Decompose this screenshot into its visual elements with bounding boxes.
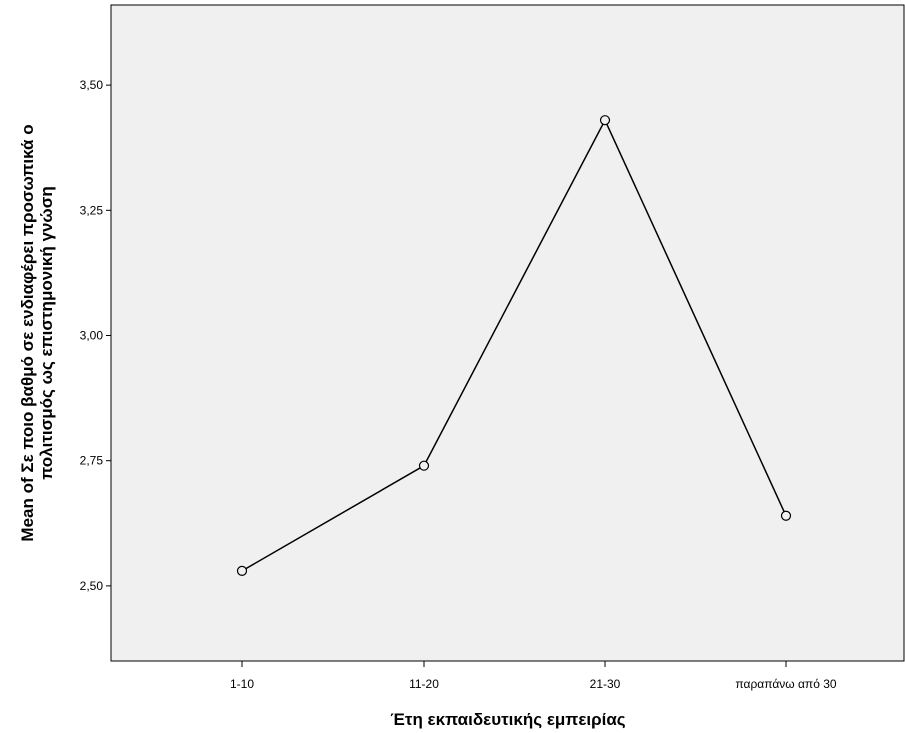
y-tick-label: 3,00 [80,329,104,343]
data-point [780,510,792,521]
series-line [241,118,787,572]
y-axis-title-line-2: πολιτισμός ως επιστημονική γνώση [37,186,56,480]
plot-area [110,4,905,662]
y-tick-label: 2,50 [80,579,104,593]
x-tick-label: 21-30 [590,677,621,691]
x-tick-label: παραπάνω από 30 [735,677,836,691]
y-tick-label: 2,75 [80,454,104,468]
data-points [236,115,792,576]
x-tick-label: 1-10 [230,677,254,691]
x-axis-title: Έτη εκπαιδευτικής εμπειρίας [390,710,625,729]
data-point [599,115,611,126]
y-tick-label: 3,25 [80,203,104,217]
y-tick-label: 3,50 [80,78,104,92]
y-axis-title: Mean of Σε ποιο βαθμό σε ενδιαφέρει προσ… [18,124,56,541]
x-tick-label: 11-20 [409,677,439,691]
y-axis-ticks: 2,50 2,75 3,00 3,25 3,50 [80,78,111,593]
y-axis-title-line-1: Mean of Σε ποιο βαθμό σε ενδιαφέρει προσ… [18,124,37,541]
x-axis-ticks: 1-10 11-20 21-30 παραπάνω από 30 [230,661,837,691]
data-point [236,565,248,576]
data-point [418,460,430,471]
